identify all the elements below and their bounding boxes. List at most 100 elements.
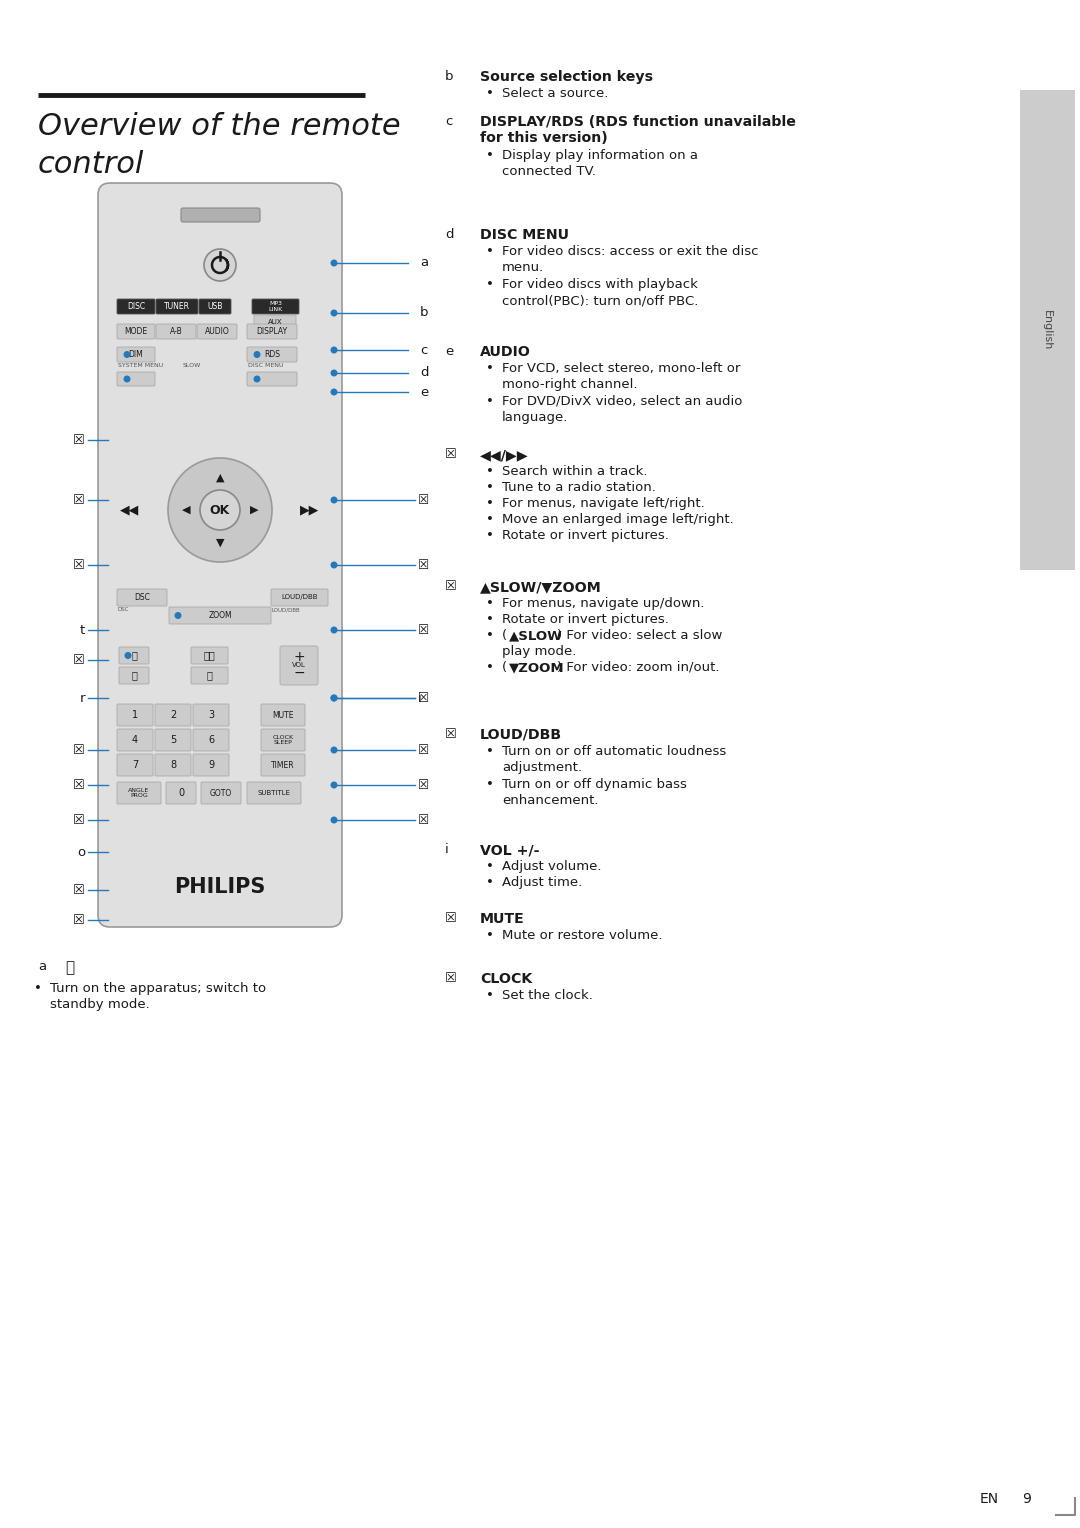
Text: Move an enlarged image left/right.: Move an enlarged image left/right. xyxy=(502,513,733,526)
Text: ▼ZOOM: ▼ZOOM xyxy=(509,662,565,674)
Text: TIMER: TIMER xyxy=(271,761,295,770)
Text: Turn on the apparatus; switch to: Turn on the apparatus; switch to xyxy=(50,983,266,995)
FancyBboxPatch shape xyxy=(191,668,228,685)
Text: Display play information on a: Display play information on a xyxy=(502,150,698,162)
FancyBboxPatch shape xyxy=(117,347,156,362)
Text: a: a xyxy=(420,257,428,269)
Text: •: • xyxy=(486,778,494,792)
FancyBboxPatch shape xyxy=(247,324,297,339)
FancyBboxPatch shape xyxy=(261,704,305,726)
Text: ▶: ▶ xyxy=(249,504,258,515)
Circle shape xyxy=(330,347,337,353)
Text: enhancement.: enhancement. xyxy=(502,795,598,807)
Text: •: • xyxy=(486,497,494,510)
Text: DISC: DISC xyxy=(127,303,145,312)
Text: MUTE: MUTE xyxy=(272,711,294,720)
Text: Source selection keys: Source selection keys xyxy=(480,70,653,84)
Text: AUX: AUX xyxy=(268,319,282,325)
FancyBboxPatch shape xyxy=(98,183,342,927)
Text: d: d xyxy=(420,367,429,379)
Text: •: • xyxy=(486,662,494,674)
Text: For video discs with playback: For video discs with playback xyxy=(502,278,698,290)
Text: USB: USB xyxy=(207,303,222,312)
Text: ⏮: ⏮ xyxy=(131,651,137,660)
Circle shape xyxy=(254,351,260,358)
Circle shape xyxy=(200,490,240,530)
Text: ☒: ☒ xyxy=(73,559,85,571)
Text: DSC: DSC xyxy=(118,607,130,613)
Text: •: • xyxy=(486,278,494,290)
Text: d: d xyxy=(445,228,454,241)
FancyBboxPatch shape xyxy=(156,299,198,313)
Text: DISC MENU: DISC MENU xyxy=(248,364,283,368)
Text: ANGLE
PROG: ANGLE PROG xyxy=(129,787,150,799)
Text: a: a xyxy=(38,960,46,973)
Text: ☒: ☒ xyxy=(73,494,85,506)
FancyBboxPatch shape xyxy=(252,299,299,313)
FancyBboxPatch shape xyxy=(261,729,305,750)
Text: •: • xyxy=(486,876,494,889)
Text: 9: 9 xyxy=(208,759,214,770)
Text: ☒: ☒ xyxy=(445,972,457,986)
Text: ZOOM: ZOOM xyxy=(208,611,232,620)
FancyBboxPatch shape xyxy=(117,371,156,387)
Text: CLOCK: CLOCK xyxy=(480,972,532,986)
Text: 7: 7 xyxy=(132,759,138,770)
Text: LOUD/DBB: LOUD/DBB xyxy=(480,727,562,743)
FancyBboxPatch shape xyxy=(156,704,191,726)
Text: •: • xyxy=(486,87,494,99)
Circle shape xyxy=(330,695,337,701)
Text: SUBTITLE: SUBTITLE xyxy=(257,790,291,796)
Text: o: o xyxy=(77,845,85,859)
Text: AUDIO: AUDIO xyxy=(204,327,229,336)
Text: DISPLAY/RDS (RDS function unavailable: DISPLAY/RDS (RDS function unavailable xyxy=(480,115,796,128)
FancyBboxPatch shape xyxy=(191,646,228,665)
Text: t: t xyxy=(80,623,85,637)
Text: ⏻: ⏻ xyxy=(65,960,75,975)
Circle shape xyxy=(330,497,337,504)
Text: AUDIO: AUDIO xyxy=(480,345,531,359)
Text: Rotate or invert pictures.: Rotate or invert pictures. xyxy=(502,613,669,626)
FancyBboxPatch shape xyxy=(119,668,149,685)
Text: ▼: ▼ xyxy=(216,538,225,547)
FancyBboxPatch shape xyxy=(247,782,301,804)
FancyBboxPatch shape xyxy=(193,729,229,750)
Text: MP3
LINK: MP3 LINK xyxy=(268,301,283,312)
Circle shape xyxy=(330,370,337,376)
Text: PHILIPS: PHILIPS xyxy=(174,877,266,897)
Text: •: • xyxy=(486,746,494,758)
Text: •: • xyxy=(486,597,494,610)
Text: c: c xyxy=(445,115,453,128)
FancyBboxPatch shape xyxy=(193,753,229,776)
Text: 4: 4 xyxy=(132,735,138,746)
Text: •: • xyxy=(486,396,494,408)
Text: r: r xyxy=(80,692,85,704)
Text: ☒: ☒ xyxy=(445,727,457,741)
Text: ☒: ☒ xyxy=(73,434,85,446)
Text: EN: EN xyxy=(980,1491,999,1507)
Text: for this version): for this version) xyxy=(480,131,608,145)
Text: mono-right channel.: mono-right channel. xyxy=(502,377,637,391)
FancyBboxPatch shape xyxy=(181,208,260,222)
Text: ◀◀/▶▶: ◀◀/▶▶ xyxy=(480,448,528,461)
Text: A-B: A-B xyxy=(170,327,183,336)
Text: •: • xyxy=(486,613,494,626)
Text: For menus, navigate left/right.: For menus, navigate left/right. xyxy=(502,497,705,510)
Circle shape xyxy=(204,249,237,281)
FancyBboxPatch shape xyxy=(199,299,231,313)
Text: ▶▶: ▶▶ xyxy=(300,504,320,516)
FancyBboxPatch shape xyxy=(254,315,296,329)
Text: 2: 2 xyxy=(170,711,176,720)
Text: control: control xyxy=(38,150,145,179)
Text: ☒: ☒ xyxy=(73,914,85,926)
Text: ☒: ☒ xyxy=(418,494,429,506)
Text: ☒: ☒ xyxy=(418,778,429,792)
Text: ◀: ◀ xyxy=(181,504,190,515)
Bar xyxy=(1020,90,1075,570)
Text: ☒: ☒ xyxy=(445,912,457,924)
Text: ⏭: ⏭ xyxy=(131,671,137,680)
Text: TUNER: TUNER xyxy=(164,303,190,312)
Text: Select a source.: Select a source. xyxy=(502,87,608,99)
FancyBboxPatch shape xyxy=(156,324,195,339)
Text: Turn on or off dynamic bass: Turn on or off dynamic bass xyxy=(502,778,687,792)
